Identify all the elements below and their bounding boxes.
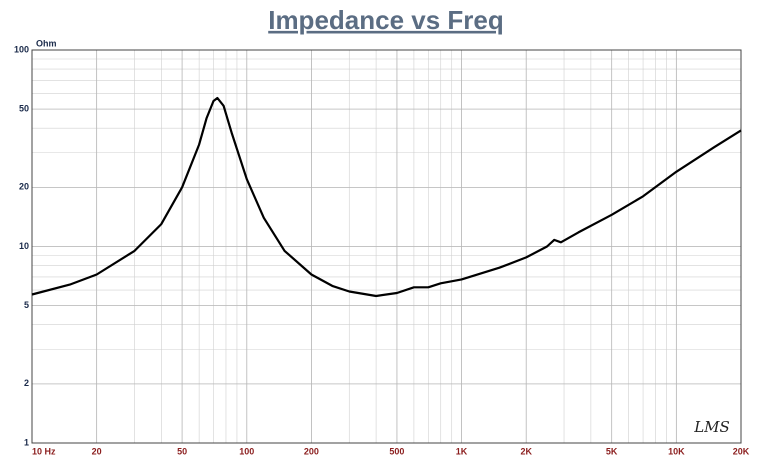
x-tick-label: 10K <box>668 446 685 456</box>
x-tick-label: 5K <box>606 446 618 456</box>
x-tick-label: 2K <box>520 446 532 456</box>
impedance-line <box>31 96 742 298</box>
x-tick-label: 20K <box>733 446 750 456</box>
x-tick-label: 10 Hz <box>32 446 56 456</box>
y-tick-label: 50 <box>19 104 29 114</box>
x-tick-label: 50 <box>177 446 187 456</box>
y-tick-label: 10 <box>19 241 29 251</box>
x-tick-label: 200 <box>304 446 319 456</box>
x-tick-label: 1K <box>456 446 468 456</box>
plot-frame <box>31 49 742 444</box>
watermark: LMS <box>693 418 730 436</box>
y-tick-label: 1 <box>24 437 29 447</box>
y-tick-label: 2 <box>24 378 29 388</box>
y-tick-label: 5 <box>24 300 29 310</box>
x-tick-label: 500 <box>389 446 404 456</box>
y-axis-label: Ohm <box>36 38 57 48</box>
x-tick-label: 20 <box>92 446 102 456</box>
x-tick-label: 100 <box>239 446 254 456</box>
chart-title: Impedance vs Freq <box>268 5 504 35</box>
y-tick-label: 100 <box>14 44 29 54</box>
y-tick-label: 20 <box>19 182 29 192</box>
